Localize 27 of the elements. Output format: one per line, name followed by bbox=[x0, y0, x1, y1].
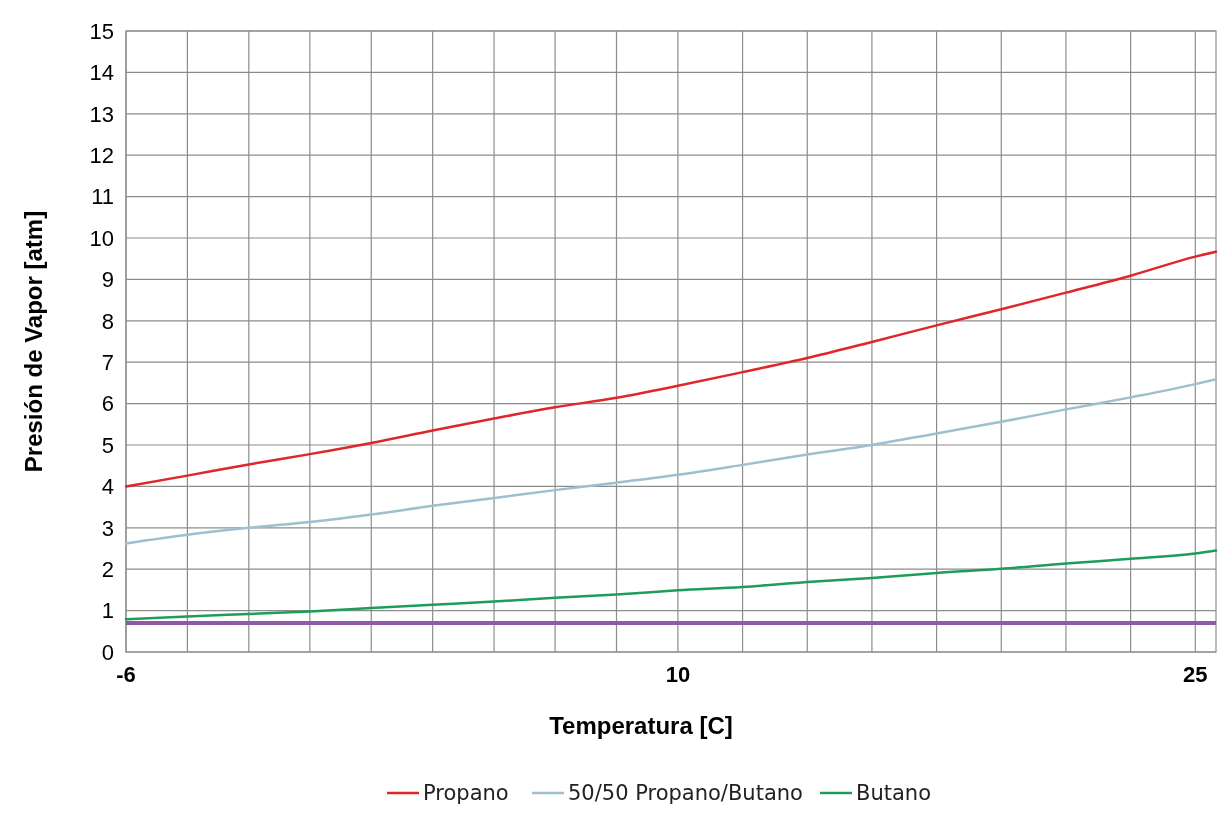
y-tick-label: 0 bbox=[101, 639, 114, 665]
line-series bbox=[124, 549, 1218, 621]
y-tick-label: 8 bbox=[101, 308, 114, 334]
legend-label: Propano bbox=[423, 781, 509, 805]
y-tick-label: 1 bbox=[101, 598, 114, 624]
y-tick-label: 11 bbox=[91, 184, 114, 210]
y-tick-label: 7 bbox=[101, 349, 114, 375]
y-tick-label: 6 bbox=[101, 391, 114, 417]
y-tick-label: 5 bbox=[101, 432, 114, 458]
y-tick-label: 4 bbox=[101, 474, 114, 500]
y-tick-label: 9 bbox=[101, 267, 114, 293]
y-axis-title: Presión de Vapor [atm] bbox=[20, 210, 47, 473]
x-tick-label: 25 bbox=[1183, 662, 1208, 687]
x-axis-title: Temperatura [C] bbox=[549, 712, 733, 739]
y-tick-label: 13 bbox=[89, 101, 114, 127]
line-series bbox=[124, 250, 1218, 488]
y-tick-label: 2 bbox=[101, 556, 114, 582]
y-tick-label: 15 bbox=[89, 18, 114, 44]
y-tick-label: 14 bbox=[89, 60, 114, 86]
legend-label: 50/50 Propano/Butano bbox=[568, 781, 803, 805]
x-tick-label: 10 bbox=[665, 662, 691, 687]
y-tick-label: 12 bbox=[89, 142, 114, 168]
y-tick-label: 3 bbox=[101, 515, 114, 541]
x-tick-label: -6 bbox=[116, 662, 136, 687]
line-series bbox=[124, 377, 1218, 545]
y-tick-label: 10 bbox=[89, 225, 114, 251]
legend-label: Butano bbox=[856, 781, 931, 805]
